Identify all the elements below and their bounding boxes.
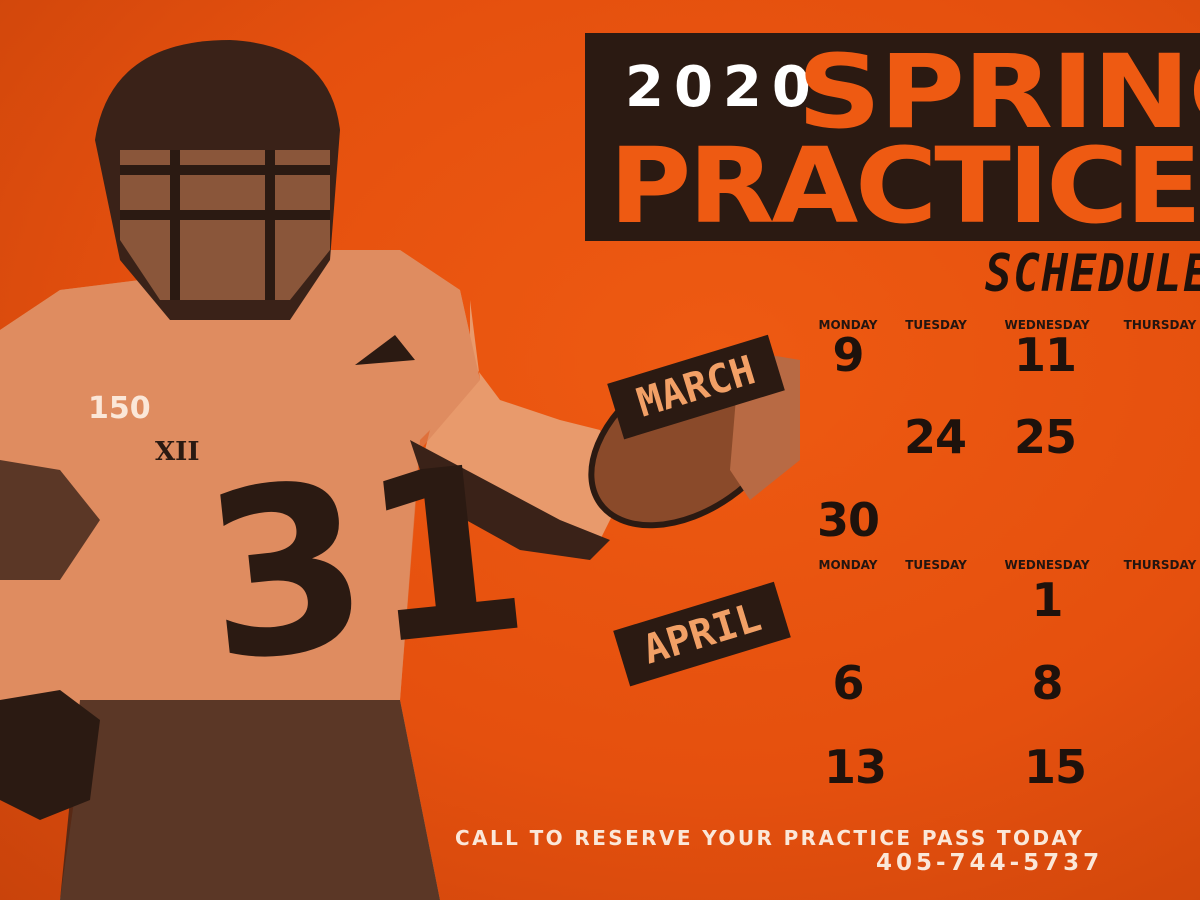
phone-number: 405-744-5737: [876, 850, 1104, 876]
day-header: TUESDAY: [905, 558, 967, 572]
title-schedule: SCHEDULE: [985, 244, 1200, 304]
practice-date: 8: [1031, 656, 1063, 710]
title-spring: SPRING: [797, 33, 1200, 152]
practice-date: 25: [1013, 410, 1077, 464]
title-year: 2020: [625, 55, 821, 120]
day-header: WEDNESDAY: [1004, 318, 1090, 332]
call-to-action: CALL TO RESERVE YOUR PRACTICE PASS TODAY: [455, 826, 1085, 850]
day-header: MONDAY: [818, 318, 878, 332]
day-header: THURSDAY: [1123, 558, 1197, 572]
flag-patch: [355, 335, 415, 365]
practice-date: 24: [903, 410, 967, 464]
practice-date: 6: [832, 656, 864, 710]
practice-date: 13: [823, 740, 887, 794]
anniversary-patch: 150: [88, 391, 151, 426]
title-block: 2020 SPRING PRACTICE: [585, 33, 1200, 241]
practice-date: 9: [832, 328, 864, 382]
day-header: WEDNESDAY: [1004, 558, 1090, 572]
practice-date: 1: [1031, 573, 1063, 627]
practice-date: 15: [1023, 740, 1087, 794]
day-header: MONDAY: [818, 558, 878, 572]
day-header: THURSDAY: [1123, 318, 1197, 332]
title-practice: PRACTICE: [609, 125, 1200, 241]
helmet: [95, 40, 340, 320]
practice-date: 11: [1013, 328, 1077, 382]
jersey-number: 31: [193, 415, 539, 714]
day-header: TUESDAY: [905, 318, 967, 332]
conference-logo: XII: [155, 437, 200, 467]
practice-date: 30: [816, 493, 880, 547]
player-body: [0, 250, 620, 900]
